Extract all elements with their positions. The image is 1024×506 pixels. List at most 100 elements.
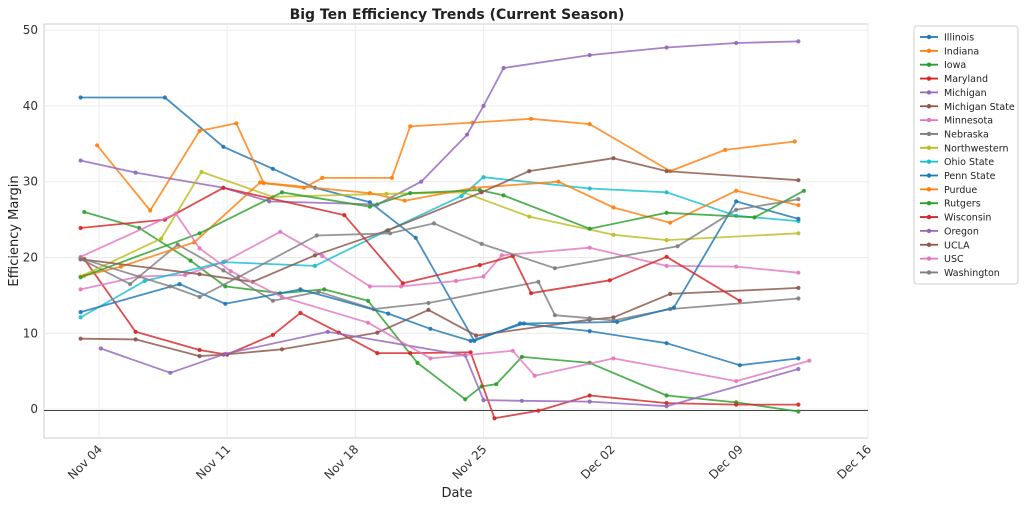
y-tick-label: 20 (23, 251, 38, 265)
series-nebraska (78, 242, 801, 323)
data-point (664, 401, 669, 406)
legend-item-indiana: Indiana (920, 46, 979, 57)
legend-label: Northwestern (944, 143, 1008, 154)
legend-label: Michigan State (944, 102, 1015, 113)
data-point (228, 269, 233, 274)
data-point (270, 332, 275, 337)
data-point (477, 263, 482, 268)
data-point (664, 254, 669, 259)
data-point (221, 185, 226, 190)
data-point (426, 307, 431, 312)
data-point (221, 268, 226, 273)
data-point (258, 180, 263, 185)
data-point (737, 363, 742, 368)
data-point (298, 287, 303, 292)
data-point (611, 315, 616, 320)
series-wisconsin (78, 185, 742, 303)
data-point (316, 289, 321, 294)
data-point (529, 116, 534, 121)
data-point (159, 236, 164, 241)
data-point (426, 300, 431, 306)
data-point (752, 215, 757, 220)
data-point (78, 310, 83, 315)
legend-marker (926, 270, 932, 275)
data-point (279, 347, 285, 352)
data-point (587, 226, 592, 231)
data-point (664, 404, 669, 409)
legend-item-michigan: Michigan (920, 88, 987, 99)
data-point (320, 175, 325, 180)
series-line-purdue (84, 180, 799, 277)
series-line-michigan-state (80, 287, 799, 358)
legend-label: Iowa (944, 60, 966, 71)
legend-item-rutgers: Rutgers (920, 199, 981, 210)
data-point (734, 264, 739, 269)
data-point (796, 356, 801, 361)
data-point (611, 156, 616, 161)
data-point (527, 169, 532, 174)
data-point (270, 298, 275, 303)
data-point (419, 179, 424, 184)
data-point (98, 346, 103, 351)
data-point (587, 245, 592, 250)
data-point (221, 144, 226, 149)
data-point (428, 326, 433, 331)
data-point (796, 197, 801, 202)
data-point (325, 329, 330, 334)
data-point (807, 358, 812, 363)
series-line-nebraska (80, 243, 799, 322)
data-point (521, 321, 526, 326)
y-tick-label: 40 (23, 99, 38, 113)
legend-marker (926, 76, 932, 81)
data-point (734, 40, 739, 46)
legend-item-wisconsin: Wisconsin (920, 213, 991, 224)
data-point (734, 379, 739, 384)
y-axis-label: Efficiency Margin (7, 175, 22, 286)
legend-marker (926, 104, 932, 109)
data-point (400, 281, 405, 286)
x-gridlines (98, 24, 869, 438)
legend-label: Illinois (944, 33, 974, 44)
data-point (611, 232, 616, 237)
data-point (796, 409, 801, 414)
data-point (234, 121, 239, 126)
data-point (197, 347, 202, 353)
legend-item-northwestern: Northwestern (920, 143, 1008, 154)
data-point (734, 207, 739, 212)
data-point (402, 198, 407, 203)
data-point (142, 278, 147, 284)
data-point (556, 179, 561, 184)
series-maryland (82, 257, 801, 421)
legend-item-nebraska: Nebraska (920, 129, 989, 140)
data-point (367, 204, 372, 209)
series-michigan-state (78, 285, 801, 359)
legend-box (913, 25, 1019, 285)
data-point (367, 191, 372, 196)
y-tick-label: 0 (30, 402, 38, 416)
legend-marker (926, 187, 932, 192)
data-point (481, 398, 486, 403)
data-point (322, 287, 327, 292)
data-point (587, 399, 592, 404)
data-point (519, 398, 525, 403)
data-point (188, 258, 193, 263)
legend-item-michigan-state: Michigan State (920, 102, 1015, 113)
data-point (367, 284, 372, 289)
data-point (162, 95, 167, 100)
legend-marker (926, 242, 932, 247)
y-tick-label: 50 (23, 23, 38, 37)
data-point (734, 402, 739, 407)
data-point (479, 190, 484, 195)
legend-marker (926, 48, 932, 54)
legend-item-penn-state: Penn State (920, 171, 996, 182)
data-point (587, 122, 592, 127)
series-penn-state (78, 199, 801, 343)
data-point (501, 65, 506, 71)
legend-label: Maryland (944, 74, 988, 85)
data-point (611, 205, 616, 210)
y-gridlines (44, 29, 868, 410)
data-point (607, 278, 612, 283)
data-point (199, 169, 204, 174)
legend-marker (926, 117, 932, 123)
